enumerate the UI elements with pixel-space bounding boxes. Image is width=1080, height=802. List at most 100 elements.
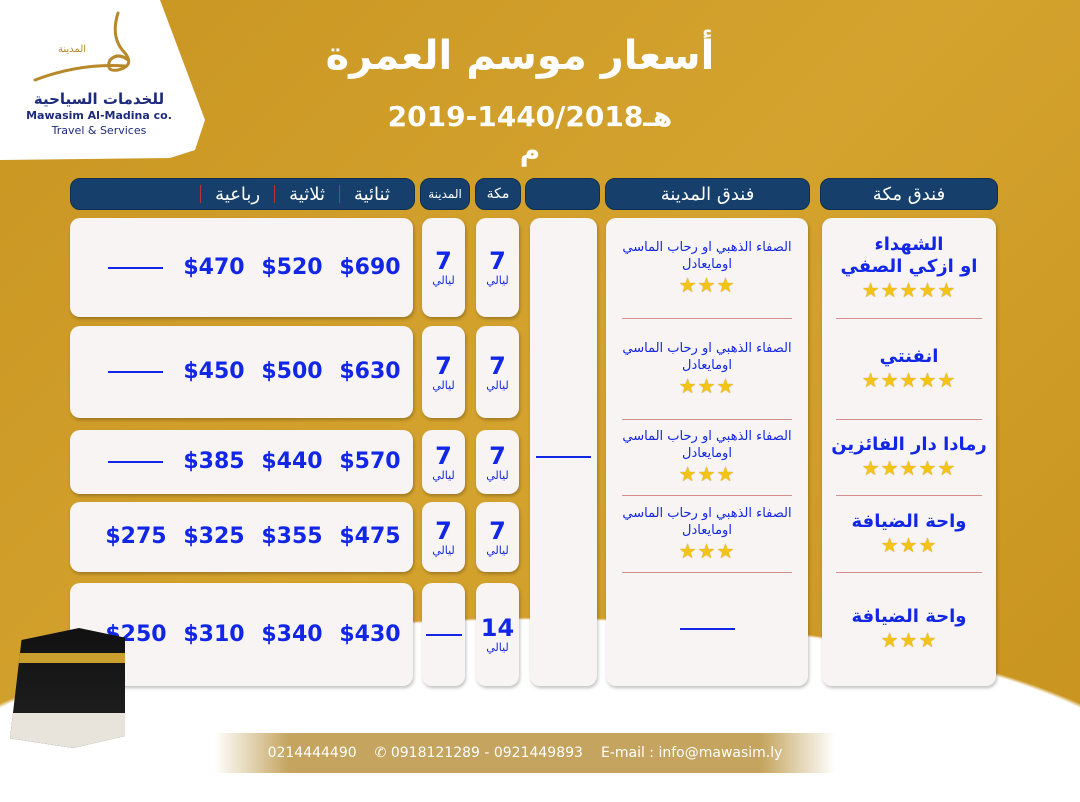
price-quad: $385 [183, 449, 245, 474]
price-double: $690 [339, 254, 401, 280]
page-subtitle: هـ1440/2018-2019 م [387, 100, 673, 167]
nights-count: 7 [435, 247, 452, 275]
divider [622, 318, 792, 319]
divider [835, 419, 983, 420]
nights-count: 7 [435, 351, 452, 380]
price-triple: $340 [261, 621, 323, 647]
divider [274, 185, 276, 203]
nights-count: 7 [435, 516, 452, 545]
star-rating: ★★★ [678, 273, 736, 297]
header-triple: ثلاثية [289, 183, 325, 205]
makkah-nights: 7 ليالي [476, 326, 519, 418]
price-quad: $450 [183, 359, 245, 384]
logo-arabic-small: المدينة [58, 44, 87, 55]
header-makkah: مكة [475, 178, 521, 210]
madina-hotel-entry [606, 572, 808, 686]
madina-nights: 7 ليالي [422, 502, 465, 572]
nights-label: ليالي [432, 378, 455, 392]
header-blank [525, 178, 600, 210]
header-madina-hotel: فندق المدينة [605, 178, 810, 210]
divider [835, 495, 983, 496]
divider [622, 419, 792, 420]
empty-dash [108, 371, 163, 373]
logo-arabic-name: للخدمات السياحية [33, 90, 165, 108]
header-makkah-hotel: فندق مكة [820, 178, 998, 210]
nights-label: ليالي [486, 543, 509, 557]
empty-dash [108, 461, 163, 463]
makkah-hotel-entry: واحة الضيافة ★★★ [822, 572, 996, 686]
price-triple: $440 [261, 449, 323, 474]
price-double: $430 [339, 621, 401, 647]
star-rating: ★★★★★ [861, 278, 957, 302]
hotel-name: رمادا دار الفائزين [831, 434, 987, 455]
makkah-nights: 7 ليالي [476, 430, 519, 494]
empty-dash [679, 628, 735, 630]
price-row: $630 $500 $450 [70, 326, 413, 418]
makkah-nights: 7 ليالي [476, 502, 519, 572]
makkah-nights: 7 ليالي [476, 218, 519, 317]
star-rating: ★★★★★ [861, 456, 957, 480]
hotel-name-line2: اومايعادل [682, 522, 732, 538]
hotel-name-line2: اومايعادل [682, 257, 732, 272]
price-row: $570 $440 $385 [70, 430, 413, 494]
calligraphy-logo-icon [33, 11, 131, 82]
madina-nights: 7 ليالي [422, 218, 465, 317]
star-rating: ★★★ [678, 538, 736, 563]
hotel-name: واحة الضيافة [851, 606, 967, 627]
empty-dash [108, 266, 163, 269]
price-double: $475 [339, 524, 401, 549]
madina-hotel-entry: الصفاء الذهبي او رحاب الماسي اومايعادل ★★★ [606, 318, 808, 419]
star-rating: ★★★★★ [861, 367, 957, 392]
phone-landline: 0214444490 [267, 745, 357, 761]
phone-mobiles: 0918121289 - 0921449893 [390, 745, 583, 761]
logo-english-name: Mawasim Al-Madina co. [26, 109, 172, 122]
nights-label: ليالي [486, 468, 509, 482]
divider [338, 185, 340, 203]
price-quint: $275 [105, 524, 167, 549]
price-double: $570 [339, 449, 401, 474]
header-quad: رباعية [215, 183, 261, 205]
email: E-mail : info@mawasim.ly [600, 745, 783, 761]
madina-nights: 7 ليالي [422, 430, 465, 494]
nights-label: ليالي [486, 641, 509, 654]
madina-hotel-entry: الصفاء الذهبي او رحاب الماسي اومايعادل ★★★ [606, 218, 808, 318]
star-rating: ★★★ [678, 462, 736, 486]
hotel-name: واحة الضيافة [851, 510, 967, 532]
price-row: $690 $520 $470 [70, 218, 413, 317]
price-triple: $355 [261, 524, 323, 549]
star-rating: ★★★ [678, 373, 736, 398]
nights-count: 7 [489, 247, 506, 275]
price-triple: $500 [261, 359, 323, 384]
madina-nights [422, 583, 465, 686]
nights-count: 14 [480, 614, 515, 642]
hotel-name-line2: اومايعادل [682, 446, 732, 461]
makkah-hotel-entry: الشهداء او ازكي الصفي ★★★★★ [822, 218, 996, 318]
hotel-name: الصفاء الذهبي او رحاب الماسي [622, 429, 792, 444]
price-quad: $325 [183, 524, 245, 549]
hotel-name-line2: او ازكي الصفي [840, 256, 978, 277]
blank-column [530, 218, 597, 686]
nights-label: ليالي [432, 468, 455, 482]
price-double: $630 [339, 359, 401, 384]
logo: المدينة للخدمات السياحية Mawasim Al-Madi… [0, 0, 200, 150]
star-rating: ★★★ [880, 532, 938, 557]
divider [835, 572, 983, 573]
hotel-name: الصفاء الذهبي او رحاب الماسي [622, 340, 792, 356]
page-title: أسعار موسم العمرة [325, 33, 715, 79]
hotel-name: انفنتي [879, 345, 939, 367]
nights-count: 7 [489, 441, 506, 470]
price-triple: $520 [261, 254, 323, 280]
makkah-hotel-entry: انفنتي ★★★★★ [822, 318, 996, 419]
hotel-name-line2: اومايعادل [682, 357, 732, 373]
divider [200, 185, 202, 203]
makkah-hotel-entry: رمادا دار الفائزين ★★★★★ [822, 419, 996, 495]
hotel-name: الشهداء [874, 234, 944, 255]
divider [622, 572, 792, 573]
hotel-name: الصفاء الذهبي او رحاب الماسي [622, 240, 792, 255]
price-quad: $310 [183, 621, 245, 647]
star-rating: ★★★ [880, 628, 938, 652]
empty-dash [536, 456, 591, 458]
nights-count: 7 [489, 351, 506, 380]
empty-dash [425, 633, 462, 636]
makkah-hotels-column: الشهداء او ازكي الصفي ★★★★★ انفنتي ★★★★★ رماد… [822, 218, 996, 686]
